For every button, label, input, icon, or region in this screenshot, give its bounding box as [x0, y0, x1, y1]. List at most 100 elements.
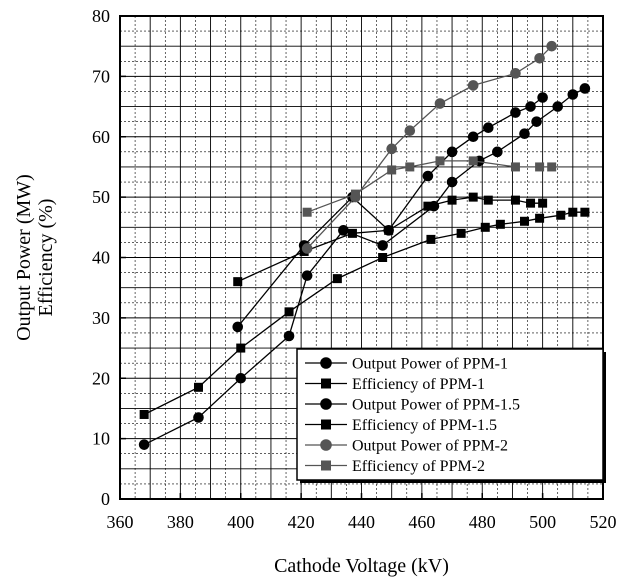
legend-label: Output Power of PPM-2	[352, 438, 508, 455]
legend-marker	[321, 460, 331, 471]
data-point	[446, 146, 458, 158]
data-point	[338, 225, 349, 236]
series-line	[143, 87, 586, 446]
data-point	[284, 307, 294, 317]
data-point	[510, 107, 521, 118]
data-point	[510, 68, 521, 79]
y-axis-label-line: Efficiency (%)	[35, 199, 57, 317]
data-point	[531, 116, 542, 127]
legend-label: Efficiency of PPM-1	[352, 376, 485, 393]
legend-label: Output Power of PPM-1	[352, 356, 508, 373]
data-point	[347, 228, 357, 238]
grid	[120, 16, 603, 499]
legend-label: Output Power of PPM-1.5	[352, 397, 520, 414]
data-point	[378, 253, 388, 262]
data-point	[492, 146, 503, 158]
series-1	[138, 83, 591, 450]
data-point	[233, 277, 243, 287]
legend-box	[296, 348, 604, 481]
data-point	[236, 343, 246, 353]
data-point	[580, 207, 590, 217]
legend-label: Efficiency of PPM-2	[352, 458, 485, 475]
data-point	[456, 228, 466, 238]
legend-item: Output Power of PPM-2	[305, 438, 508, 455]
data-point	[193, 382, 203, 392]
y-tick-label: 70	[92, 66, 110, 86]
data-point	[446, 176, 458, 188]
data-point	[301, 243, 313, 254]
x-tick-label: 380	[167, 512, 194, 532]
data-point	[434, 98, 446, 109]
data-point	[519, 128, 530, 140]
legend: Output Power of PPM-1 Efficiency of PPM-1…	[296, 348, 606, 483]
legend-marker	[320, 398, 332, 410]
data-point	[193, 412, 204, 423]
data-point	[467, 131, 479, 143]
y-tick-label: 80	[92, 6, 110, 26]
data-point	[139, 409, 149, 419]
data-point	[534, 52, 545, 64]
data-point	[483, 195, 493, 205]
legend-item: Efficiency of PPM-2	[305, 458, 485, 475]
x-tick-label: 440	[348, 512, 375, 532]
series-6	[302, 156, 557, 217]
data-point	[546, 40, 557, 52]
x-tick-label: 460	[408, 512, 435, 532]
data-point	[387, 165, 397, 175]
y-tick-label: 40	[92, 248, 110, 268]
legend-item: Output Power of PPM-1	[305, 356, 508, 373]
legend-item: Output Power of PPM-1.5	[305, 397, 520, 414]
data-point	[350, 189, 360, 199]
data-point	[405, 162, 415, 172]
data-point	[480, 222, 490, 232]
data-point	[526, 198, 536, 208]
legend-marker	[320, 439, 332, 451]
data-point	[422, 170, 434, 182]
data-point	[525, 101, 536, 112]
data-point	[283, 330, 295, 342]
legend-marker	[321, 419, 331, 430]
data-point	[535, 162, 545, 172]
data-point	[423, 201, 433, 211]
y-tick-label: 50	[92, 187, 110, 207]
data-point	[537, 92, 548, 103]
legend-marker	[321, 378, 331, 389]
series-5	[301, 40, 557, 254]
y-tick-label: 60	[92, 127, 110, 147]
data-point	[302, 207, 312, 217]
x-tick-label: 360	[107, 512, 134, 532]
legend-item: Efficiency of PPM-1.5	[305, 417, 497, 434]
y-tick-label: 0	[101, 489, 110, 509]
data-point	[520, 216, 530, 226]
series-layer	[138, 40, 591, 450]
y-axis-label: Output Power (MW) Efficiency (%)	[13, 174, 57, 341]
x-tick-label: 520	[590, 512, 617, 532]
data-point	[384, 225, 394, 235]
y-tick-label: 30	[92, 308, 110, 328]
data-point	[138, 439, 150, 450]
data-point	[435, 156, 445, 166]
x-axis-label: Cathode Voltage (kV)	[274, 555, 449, 577]
data-point	[301, 270, 313, 281]
data-point	[468, 156, 478, 166]
legend-marker	[320, 357, 332, 369]
data-point	[568, 207, 578, 217]
data-point	[235, 372, 247, 384]
x-tick-label: 400	[227, 512, 254, 532]
data-point	[556, 210, 566, 220]
x-tick-label: 420	[288, 512, 315, 532]
ticks: 360 380 400 420 440 460 480 500 520 0 10 20 30 40 50 60…	[92, 6, 617, 532]
data-point	[404, 125, 416, 137]
data-point	[547, 162, 557, 172]
data-point	[377, 240, 388, 251]
data-point	[467, 80, 479, 91]
data-point	[510, 195, 520, 205]
data-point	[510, 162, 520, 172]
y-tick-label: 10	[92, 429, 110, 449]
data-point	[567, 89, 579, 100]
data-point	[552, 101, 564, 112]
data-point	[386, 143, 397, 155]
data-point	[495, 219, 505, 229]
y-axis-label-line: Output Power (MW)	[13, 174, 35, 341]
